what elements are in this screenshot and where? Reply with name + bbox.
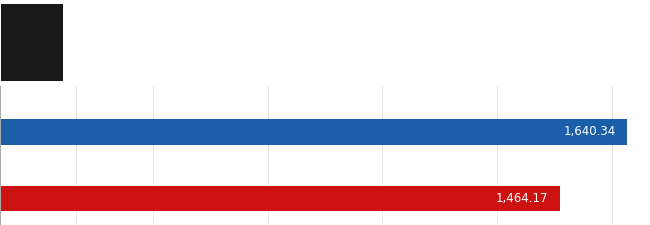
Bar <box>0 119 627 145</box>
Text: 1,464.17: 1,464.17 <box>496 192 549 205</box>
Text: 1,640.34: 1,640.34 <box>564 126 616 139</box>
Text: Cinebench R20 - Multi-Threaded Benchmark: Cinebench R20 - Multi-Threaded Benchmark <box>75 24 556 43</box>
FancyBboxPatch shape <box>1 4 63 81</box>
Text: Score in PTS - Higher is Better: Score in PTS - Higher is Better <box>75 62 242 72</box>
Bar <box>0 186 560 211</box>
